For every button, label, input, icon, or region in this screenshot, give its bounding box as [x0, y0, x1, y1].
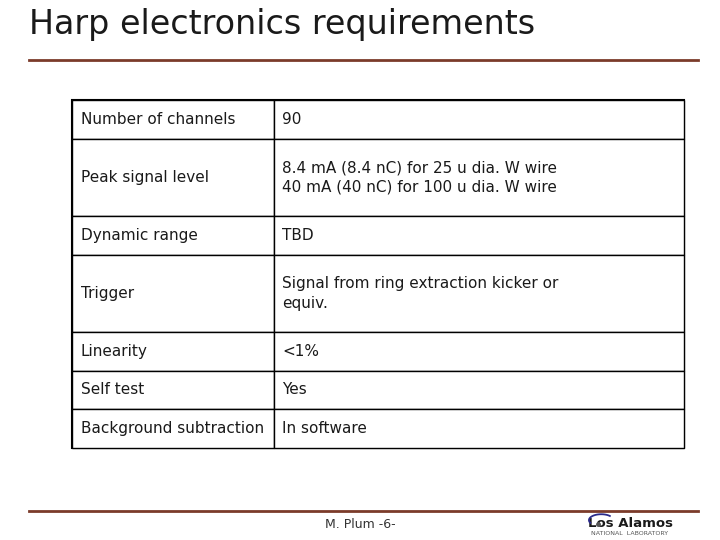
Bar [274, 370, 684, 409]
Text: Number of channels: Number of channels [81, 112, 235, 127]
Text: Yes: Yes [282, 382, 307, 397]
Bar [72, 370, 274, 409]
Bar [274, 139, 684, 216]
Text: Linearity: Linearity [81, 344, 148, 359]
Text: <1%: <1% [282, 344, 319, 359]
Text: NATIONAL  LABORATORY: NATIONAL LABORATORY [591, 530, 669, 536]
Text: In software: In software [282, 421, 367, 436]
Bar [72, 100, 684, 448]
Text: Self test: Self test [81, 382, 144, 397]
Text: Dynamic range: Dynamic range [81, 228, 197, 243]
Bar [72, 409, 274, 448]
Text: Background subtraction: Background subtraction [81, 421, 264, 436]
Text: Signal from ring extraction kicker or
equiv.: Signal from ring extraction kicker or eq… [282, 276, 559, 311]
Text: M. Plum -6-: M. Plum -6- [325, 518, 395, 531]
Bar [274, 409, 684, 448]
Text: Trigger: Trigger [81, 286, 134, 301]
Text: 90: 90 [282, 112, 302, 127]
Bar [72, 100, 274, 139]
Bar [72, 332, 274, 370]
Bar [274, 216, 684, 255]
Text: Harp electronics requirements: Harp electronics requirements [29, 9, 535, 42]
Text: TBD: TBD [282, 228, 314, 243]
Bar [274, 100, 684, 139]
Text: Los Alamos: Los Alamos [588, 517, 672, 530]
Text: Peak signal level: Peak signal level [81, 170, 209, 185]
Bar [72, 139, 274, 216]
Bar [72, 216, 274, 255]
Bar [274, 255, 684, 332]
Text: 8.4 mA (8.4 nC) for 25 u dia. W wire
40 mA (40 nC) for 100 u dia. W wire: 8.4 mA (8.4 nC) for 25 u dia. W wire 40 … [282, 160, 557, 195]
Bar [72, 255, 274, 332]
Bar [274, 332, 684, 370]
